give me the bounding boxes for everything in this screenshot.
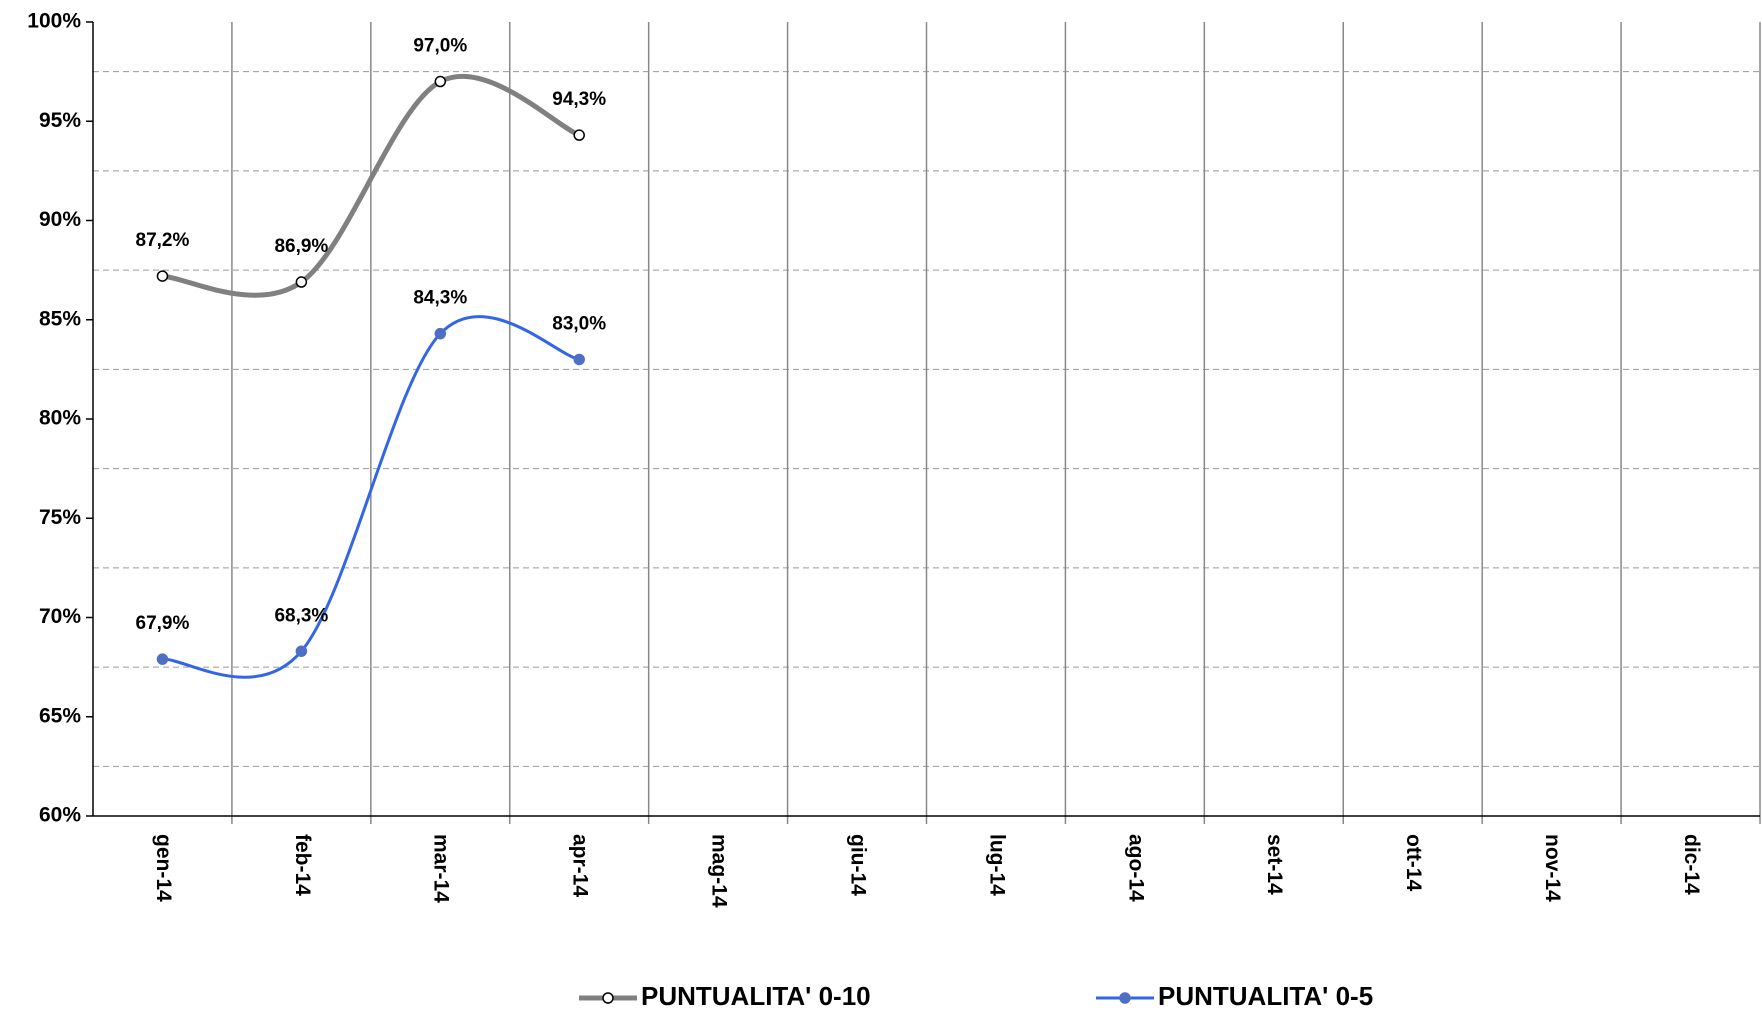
y-tick-label: 100% — [27, 10, 81, 33]
legend-marker — [1119, 992, 1131, 1004]
data-label: 94,3% — [552, 89, 606, 110]
data-point — [295, 276, 308, 288]
data-point — [573, 129, 585, 141]
x-tick-label: lug-14 — [985, 834, 1008, 896]
data-label: 87,2% — [136, 230, 190, 251]
x-tick-label: gen-14 — [152, 834, 175, 902]
x-tick-label: mag-14 — [708, 834, 731, 908]
y-tick-label: 85% — [39, 307, 81, 330]
x-tick-label: mar-14 — [430, 834, 453, 903]
x-tick-label: ago-14 — [1124, 834, 1147, 902]
legend-label: PUNTUALITA' 0-5 — [1158, 981, 1373, 1011]
series-line — [162, 315, 580, 679]
data-point — [434, 327, 447, 340]
x-tick-label: ott-14 — [1402, 834, 1425, 891]
y-tick-label: 80% — [39, 407, 81, 430]
data-point — [573, 353, 585, 366]
y-tick-label: 70% — [39, 605, 81, 628]
x-tick-label: giu-14 — [846, 834, 869, 896]
data-point — [156, 270, 169, 282]
data-label: 97,0% — [413, 36, 467, 57]
x-tick-label: set-14 — [1263, 834, 1286, 895]
y-tick-label: 95% — [39, 109, 81, 132]
y-tick-label: 60% — [39, 804, 81, 827]
y-tick-label: 65% — [39, 704, 81, 727]
data-label: 86,9% — [274, 236, 328, 257]
data-label: 83,0% — [552, 313, 606, 334]
data-label: 67,9% — [136, 613, 190, 634]
data-point — [295, 645, 308, 657]
data-label: 84,3% — [413, 288, 467, 309]
x-tick-label: feb-14 — [291, 834, 314, 896]
data-point — [156, 653, 169, 665]
data-point — [434, 75, 447, 88]
data-label: 68,3% — [274, 605, 328, 626]
legend-label: PUNTUALITA' 0-10 — [641, 981, 871, 1011]
series-line — [162, 73, 581, 298]
x-tick-label: dic-14 — [1680, 834, 1703, 895]
y-tick-label: 90% — [39, 208, 81, 231]
x-tick-label: nov-14 — [1541, 834, 1564, 902]
y-tick-label: 75% — [39, 506, 81, 529]
legend-marker — [602, 992, 614, 1004]
x-tick-label: apr-14 — [569, 834, 592, 897]
